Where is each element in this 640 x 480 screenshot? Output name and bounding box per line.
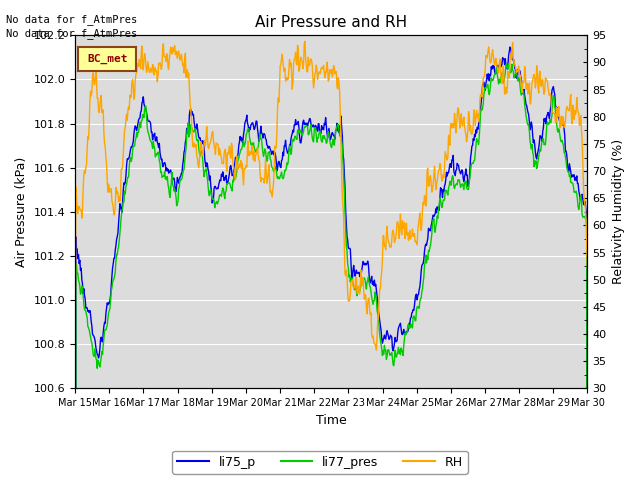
Title: Air Pressure and RH: Air Pressure and RH (255, 15, 408, 30)
li75_p (251, 125, 259, 131)
li75_p (131, 123, 139, 129)
Line: li77_pres: li77_pres (75, 63, 588, 480)
RH (131, 77, 139, 83)
li77_pres (413, 306, 420, 312)
RH (226, 144, 234, 149)
X-axis label: Time: Time (316, 414, 347, 427)
RH (251, 158, 259, 164)
Text: No data for f_AtmPres: No data for f_AtmPres (6, 13, 138, 24)
RH (71, 362, 79, 368)
li77_pres (131, 138, 139, 144)
Line: li75_p: li75_p (75, 47, 588, 480)
Text: BC_met: BC_met (87, 54, 127, 64)
RH (413, 242, 421, 248)
Y-axis label: Relativity Humidity (%): Relativity Humidity (%) (612, 139, 625, 284)
li75_p (270, 152, 278, 158)
li77_pres (226, 180, 234, 186)
li77_pres (384, 347, 392, 353)
RH (385, 239, 392, 245)
li75_p (506, 44, 514, 50)
Legend: li75_p, li77_pres, RH: li75_p, li77_pres, RH (172, 451, 468, 474)
li77_pres (270, 168, 278, 173)
Y-axis label: Air Pressure (kPa): Air Pressure (kPa) (15, 156, 28, 267)
RH (301, 38, 308, 44)
li75_p (226, 170, 234, 176)
Text: No data for f_AtmPres: No data for f_AtmPres (6, 28, 138, 39)
Line: RH: RH (75, 41, 588, 365)
li75_p (384, 331, 392, 336)
li75_p (413, 291, 420, 297)
RH (270, 167, 278, 172)
li77_pres (251, 147, 259, 153)
li77_pres (506, 60, 513, 66)
RH (584, 265, 591, 271)
